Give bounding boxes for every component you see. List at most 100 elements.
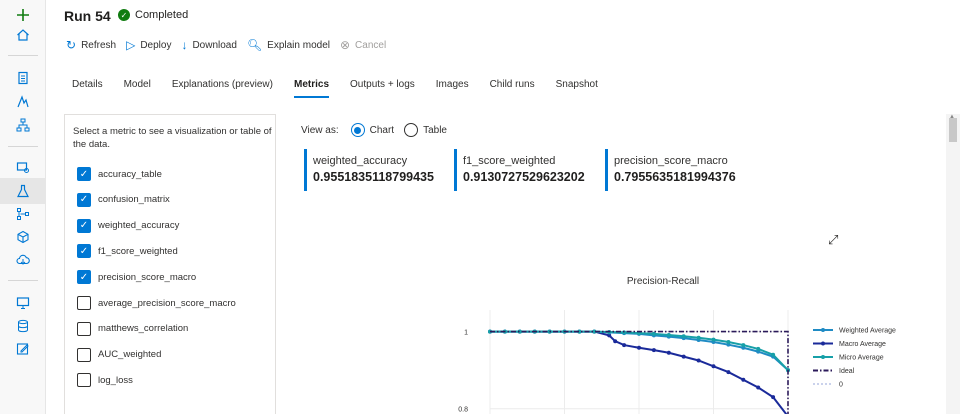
endpoints-icon[interactable] <box>13 250 33 270</box>
datastores-icon[interactable] <box>13 316 33 336</box>
chart-radio[interactable]: Chart <box>350 123 394 137</box>
compute-icon[interactable] <box>13 293 33 313</box>
metric-checkbox-row[interactable]: ✓ f1_score_weighted <box>77 244 178 259</box>
checkbox-checked-icon[interactable]: ✓ <box>77 244 91 259</box>
series-point <box>517 329 522 334</box>
checkbox-checked-icon[interactable]: ✓ <box>77 218 91 233</box>
download-icon: ↓ <box>181 38 188 52</box>
tab-model[interactable]: Model <box>123 79 151 90</box>
series-point <box>666 333 671 338</box>
metric-checkbox-row[interactable]: log_loss <box>77 373 133 388</box>
scroll-up-icon[interactable]: ▲ <box>949 114 955 120</box>
datasets-icon[interactable] <box>13 157 33 177</box>
table-radio[interactable]: Table <box>404 123 447 137</box>
metric-checkbox-row[interactable]: ✓ confusion_matrix <box>77 192 170 207</box>
metric-checkbox-row[interactable]: ✓ accuracy_table <box>77 167 162 181</box>
nav-divider <box>8 55 38 56</box>
tab-child-runs[interactable]: Child runs <box>489 79 535 90</box>
legend-entry[interactable]: Micro Average <box>839 355 884 362</box>
metric-card-name: precision_score_macro <box>614 155 728 167</box>
precision-recall-chart: Precision-Recall 1 0.8 Weighted Average Ma… <box>458 276 896 414</box>
tab-metrics[interactable]: Metrics <box>294 79 330 98</box>
metric-card-value: 0.7955635181994376 <box>614 170 736 184</box>
legend-entry[interactable]: Ideal <box>839 368 855 375</box>
plus-icon[interactable] <box>13 5 33 25</box>
nav-selected-highlight <box>0 178 46 204</box>
view-as-label: View as: <box>301 124 339 136</box>
expand-icon[interactable]: ⤢ <box>828 232 839 247</box>
nav-divider <box>8 146 38 147</box>
metric-checkbox-label: weighted_accuracy <box>98 220 180 232</box>
series-point <box>756 346 761 351</box>
metric-card: precision_score_macro 0.7955635181994376 <box>605 149 736 191</box>
tab-details[interactable]: Details <box>72 79 103 90</box>
metric-checkbox-label: accuracy_table <box>98 168 162 180</box>
checkbox-empty-icon[interactable] <box>77 296 91 310</box>
vertical-scrollbar[interactable]: ▲ <box>946 114 960 414</box>
labeling-icon[interactable] <box>13 339 33 359</box>
metric-checkbox-row[interactable]: average_precision_score_macro <box>77 296 236 310</box>
series-point <box>666 350 671 355</box>
series-point <box>711 364 716 369</box>
radio-selected-icon <box>350 123 365 137</box>
metric-card: weighted_accuracy 0.9551835118799435 <box>304 149 434 191</box>
metric-card-value: 0.9551835118799435 <box>313 170 434 184</box>
tab-bar: Details Model Explanations (preview) Met… <box>72 79 619 98</box>
status-text: Completed <box>135 9 189 21</box>
checkbox-empty-icon[interactable] <box>77 347 91 362</box>
metric-checkbox-row[interactable]: AUC_weighted <box>77 347 162 362</box>
legend-entry[interactable]: 0 <box>839 382 843 389</box>
series-point <box>651 348 656 353</box>
checkbox-empty-icon[interactable] <box>77 373 91 388</box>
metric-checkbox-label: log_loss <box>98 374 133 386</box>
scrollbar-thumb[interactable] <box>949 118 957 142</box>
legend-entry[interactable]: Weighted Average <box>839 328 896 335</box>
tab-snapshot[interactable]: Snapshot <box>555 79 598 90</box>
metric-card-name: weighted_accuracy <box>313 155 408 167</box>
tab-explanations[interactable]: Explanations (preview) <box>171 79 273 90</box>
checkbox-checked-icon[interactable]: ✓ <box>77 192 91 207</box>
metric-checkbox-label: f1_score_weighted <box>98 245 178 257</box>
automl-icon[interactable] <box>13 92 33 112</box>
checkmark-circle-icon: ✓ <box>118 9 130 21</box>
series-line-ideal <box>490 330 789 414</box>
refresh-button[interactable]: ↻ Refresh <box>66 38 117 52</box>
designer-icon[interactable] <box>13 115 33 135</box>
play-icon: ▷ <box>126 38 136 52</box>
series-point <box>771 395 776 400</box>
metric-card-value: 0.9130727529623202 <box>463 170 585 184</box>
series-point <box>592 329 597 334</box>
download-button[interactable]: ↓ Download <box>181 38 237 52</box>
metric-checkbox-label: confusion_matrix <box>98 194 170 206</box>
checkbox-empty-icon[interactable] <box>77 321 91 336</box>
experiments-flask-icon[interactable] <box>13 181 33 201</box>
tab-images[interactable]: Images <box>435 79 469 90</box>
pipelines-icon[interactable] <box>13 204 33 224</box>
series-point <box>637 345 641 350</box>
metric-card-name: f1_score_weighted <box>463 155 556 167</box>
metric-checkbox-label: average_precision_score_macro <box>98 297 236 309</box>
metric-checkbox-row[interactable]: ✓ weighted_accuracy <box>77 218 180 233</box>
deploy-button[interactable]: ▷ Deploy <box>126 38 172 52</box>
legend-marker <box>821 341 825 346</box>
models-icon[interactable] <box>13 227 33 247</box>
cancel-button[interactable]: ⊗ Cancel <box>339 38 387 52</box>
metric-checkbox-label: AUC_weighted <box>98 349 162 361</box>
home-icon[interactable] <box>13 25 33 45</box>
series-point <box>651 331 656 336</box>
view-as-group: View as: Chart Table <box>301 123 457 137</box>
tab-outputs-logs[interactable]: Outputs + logs <box>350 79 415 90</box>
metric-checkbox-row[interactable]: matthews_correlation <box>77 321 188 336</box>
explain-model-button[interactable]: 🔍︎ Explain model <box>246 38 330 52</box>
metric-hint: Select a metric to see a visualization o… <box>73 126 272 150</box>
series-point <box>613 339 618 344</box>
checkbox-checked-icon[interactable]: ✓ <box>77 270 91 285</box>
chart-title: Precision-Recall <box>627 276 699 287</box>
legend-entry[interactable]: Macro Average <box>839 341 886 348</box>
series-point <box>771 352 776 357</box>
metric-checkbox-row[interactable]: ✓ precision_score_macro <box>77 270 196 285</box>
series-point <box>577 329 582 334</box>
checkbox-checked-icon[interactable]: ✓ <box>77 167 91 181</box>
notebook-icon[interactable] <box>13 68 33 88</box>
nav-divider <box>8 280 38 281</box>
